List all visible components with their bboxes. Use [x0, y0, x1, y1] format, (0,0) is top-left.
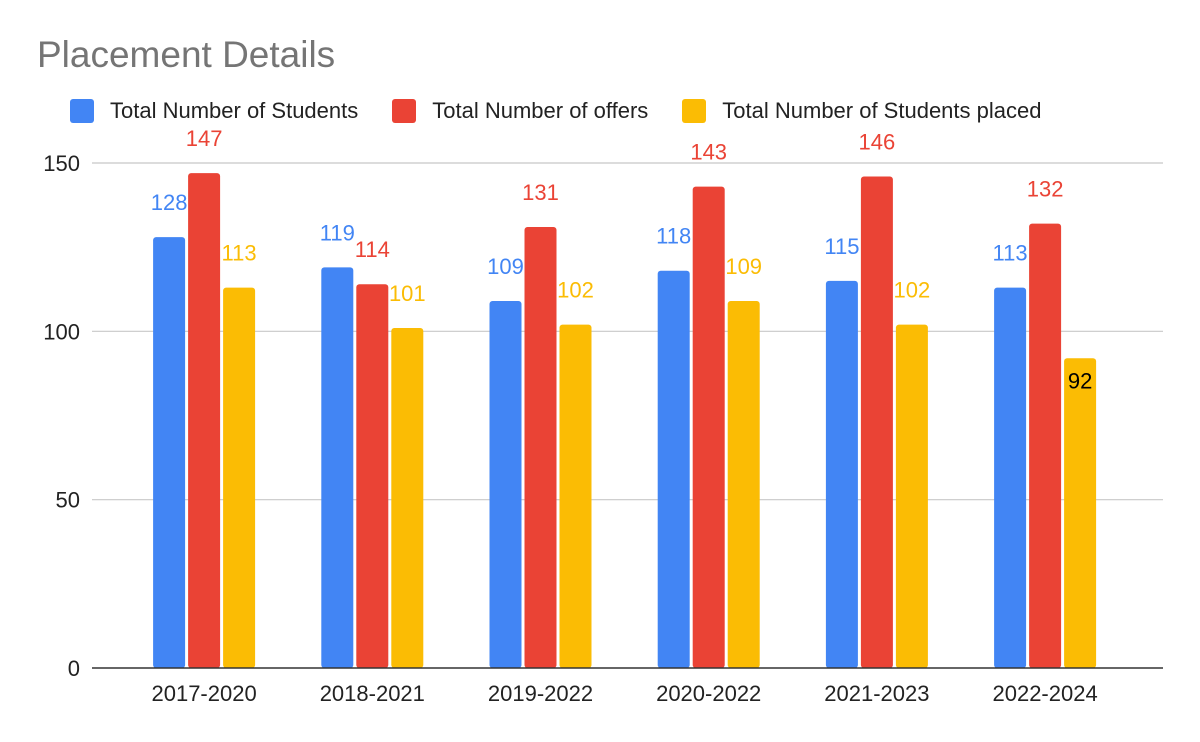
x-tick-label: 2020-2022 — [656, 681, 761, 706]
legend-item-students[interactable]: Total Number of Students — [70, 98, 358, 124]
data-label: 147 — [186, 126, 223, 151]
data-label: 128 — [151, 190, 188, 215]
bar — [692, 186, 725, 669]
bar — [153, 237, 186, 669]
bar — [1064, 358, 1097, 668]
x-tick-label: 2019-2022 — [488, 681, 593, 706]
x-tick-label: 2021-2023 — [824, 681, 929, 706]
data-label: 109 — [725, 254, 762, 279]
bar — [559, 324, 592, 668]
legend-swatch-offers — [392, 99, 417, 123]
data-label: 146 — [859, 129, 896, 154]
data-label: 143 — [690, 140, 727, 165]
data-label: 132 — [1027, 177, 1064, 202]
data-label: 114 — [355, 237, 390, 262]
y-tick-label: 150 — [43, 151, 80, 176]
data-label: 109 — [487, 254, 524, 279]
data-label: 113 — [993, 241, 1028, 266]
data-label: 131 — [522, 180, 559, 205]
legend-label-students: Total Number of Students — [110, 98, 359, 123]
data-label: 102 — [894, 278, 931, 303]
x-tick-label: 2022-2024 — [992, 681, 1097, 706]
chart-title: Placement Details — [37, 34, 336, 75]
bar — [188, 173, 221, 668]
data-label: 118 — [656, 224, 691, 249]
data-label: 102 — [557, 278, 594, 303]
y-tick-label: 50 — [56, 488, 80, 513]
bar — [727, 301, 760, 668]
bar — [825, 280, 858, 668]
data-label: 101 — [389, 281, 426, 306]
bar — [994, 287, 1027, 668]
legend-item-offers[interactable]: Total Number of offers — [392, 98, 648, 124]
bar — [223, 287, 256, 668]
x-tick-label: 2017-2020 — [151, 681, 256, 706]
legend-label-offers: Total Number of offers — [432, 98, 649, 123]
legend: Total Number of Students Total Number of… — [70, 98, 1041, 124]
legend-swatch-students — [70, 99, 94, 123]
bar — [1029, 223, 1062, 668]
data-label: 119 — [320, 220, 355, 245]
bar — [895, 324, 928, 668]
bar — [524, 226, 557, 668]
bar — [860, 176, 893, 668]
bar — [356, 284, 389, 668]
y-tick-label: 0 — [68, 656, 80, 681]
legend-item-placed[interactable]: Total Number of Students placed — [682, 98, 1041, 124]
data-label: 113 — [222, 241, 257, 266]
y-tick-label: 100 — [43, 319, 80, 344]
legend-label-placed: Total Number of Students placed — [722, 98, 1042, 123]
bar — [657, 270, 690, 668]
data-label: 92 — [1068, 368, 1092, 393]
x-tick-label: 2018-2021 — [320, 681, 425, 706]
legend-swatch-placed — [682, 99, 707, 123]
bar — [489, 301, 522, 668]
bar — [321, 267, 354, 668]
bar — [391, 327, 424, 668]
data-label: 115 — [824, 234, 859, 259]
